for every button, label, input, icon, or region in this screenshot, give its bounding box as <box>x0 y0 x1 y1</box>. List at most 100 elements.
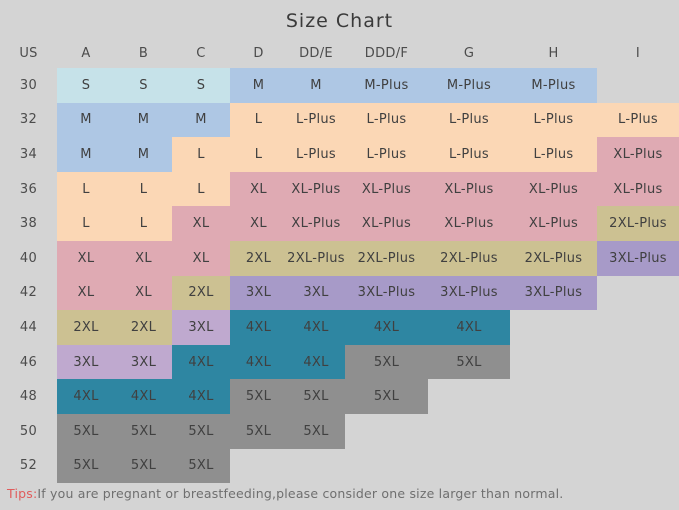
size-cell <box>510 310 597 345</box>
size-cell: 3XL-Plus <box>510 275 597 311</box>
size-cell: M-Plus <box>345 68 428 103</box>
size-cell: 3XL-Plus <box>345 275 428 311</box>
size-cell: L <box>172 171 230 207</box>
column-header-a: A <box>81 45 91 61</box>
size-cell: S <box>115 68 172 103</box>
size-cell: L <box>115 171 172 207</box>
size-cell: M <box>115 102 172 138</box>
size-cell: L-Plus <box>597 102 679 138</box>
size-cell <box>345 414 428 449</box>
size-cell: M-Plus <box>428 68 510 103</box>
size-cell: XL-Plus <box>428 171 510 207</box>
column-header-d: D <box>253 45 264 61</box>
size-cell <box>510 414 597 449</box>
size-cell: XL-Plus <box>510 171 597 207</box>
column-header-h: H <box>548 45 559 61</box>
size-cell: M <box>172 102 230 138</box>
size-cell <box>510 379 597 414</box>
size-cell <box>597 345 679 380</box>
size-cell: L <box>115 206 172 241</box>
size-cell: 5XL <box>345 379 428 414</box>
size-cell: 3XL-Plus <box>597 240 679 276</box>
column-header-g: G <box>463 45 475 61</box>
size-cell: XL <box>115 275 172 311</box>
size-cell: XL-Plus <box>287 206 345 241</box>
size-cell: M <box>230 68 287 103</box>
size-cell <box>597 379 679 414</box>
size-cell: 5XL <box>428 344 510 380</box>
size-cell: XL-Plus <box>597 171 679 207</box>
size-cell <box>428 414 510 449</box>
size-cell: 3XL <box>230 275 287 311</box>
size-cell: XL <box>230 171 287 207</box>
size-cell: XL <box>230 206 287 241</box>
column-header-dd-e: DD/E <box>299 45 333 61</box>
size-cell: L <box>57 171 115 207</box>
size-cell <box>597 414 679 449</box>
size-cell: 2XL <box>172 275 230 311</box>
size-cell <box>428 379 510 414</box>
size-cell: 5XL <box>172 448 230 484</box>
size-cell: L <box>230 102 287 138</box>
size-cell: 2XL-Plus <box>597 206 679 241</box>
size-cell: 4XL <box>287 310 345 345</box>
size-cell: 5XL <box>345 344 428 380</box>
size-cell: M <box>115 137 172 172</box>
size-cell: 5XL <box>287 379 345 414</box>
row-header-us-46: 46 <box>19 354 38 370</box>
size-cell: XL <box>115 240 172 276</box>
row-header-us-40: 40 <box>19 250 38 266</box>
size-cell: 4XL <box>57 379 115 414</box>
size-cell: 5XL <box>57 413 115 449</box>
size-cell: 5XL <box>115 413 172 449</box>
size-cell: 2XL-Plus <box>510 240 597 276</box>
size-cell: L-Plus <box>428 137 510 172</box>
size-cell: L <box>230 137 287 172</box>
size-cell: XL-Plus <box>287 171 345 207</box>
column-header-c: C <box>196 45 206 61</box>
size-cell: XL <box>57 240 115 276</box>
size-cell: 4XL <box>345 310 428 345</box>
size-cell <box>230 449 287 484</box>
size-cell: 5XL <box>230 379 287 414</box>
size-cell: L-Plus <box>510 137 597 172</box>
size-cell <box>345 449 428 484</box>
size-cell: M <box>57 102 115 138</box>
size-cell: 3XL <box>172 310 230 345</box>
size-cell: XL <box>172 206 230 241</box>
size-cell: 4XL <box>287 344 345 380</box>
size-cell: XL-Plus <box>428 206 510 241</box>
size-cell: 5XL <box>230 413 287 449</box>
size-cell: L-Plus <box>287 137 345 172</box>
size-cell <box>597 310 679 345</box>
size-cell: 2XL <box>230 240 287 276</box>
size-cell: 3XL-Plus <box>428 275 510 311</box>
size-cell: 3XL <box>115 344 172 380</box>
size-cell: 2XL-Plus <box>287 240 345 276</box>
row-header-us-38: 38 <box>19 216 38 232</box>
row-header-us-36: 36 <box>19 181 38 197</box>
size-cell: 5XL <box>57 448 115 484</box>
size-cell: 4XL <box>172 344 230 380</box>
size-cell: M <box>57 137 115 172</box>
size-cell: XL-Plus <box>510 206 597 241</box>
size-cell: 3XL <box>57 344 115 380</box>
size-cell: XL <box>57 275 115 311</box>
column-header-us: US <box>19 45 38 61</box>
size-cell: 5XL <box>172 413 230 449</box>
row-header-us-30: 30 <box>19 77 38 93</box>
size-cell <box>428 449 510 484</box>
size-cell: XL <box>172 240 230 276</box>
size-cell: XL-Plus <box>345 171 428 207</box>
size-cell: 2XL <box>115 310 172 345</box>
size-cell <box>510 345 597 380</box>
size-cell: 3XL <box>287 275 345 311</box>
size-cell: L-Plus <box>345 137 428 172</box>
row-header-us-44: 44 <box>19 319 38 335</box>
size-cell: S <box>57 68 115 103</box>
tips-note: Tips:If you are pregnant or breastfeedin… <box>7 486 563 501</box>
size-cell: 2XL <box>57 310 115 345</box>
size-cell <box>597 68 679 103</box>
size-cell: L-Plus <box>287 102 345 138</box>
size-cell: M <box>287 68 345 103</box>
